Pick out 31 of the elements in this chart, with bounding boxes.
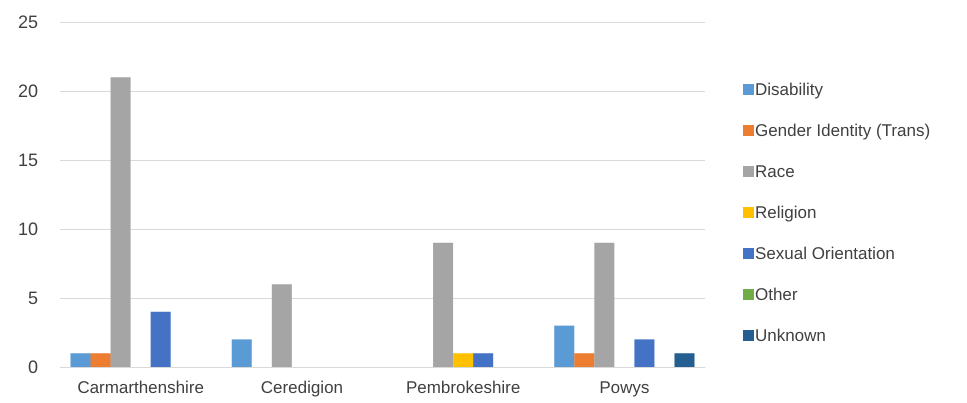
bar [433,242,454,367]
y-tick-label: 25 [18,12,38,32]
bar [473,353,494,367]
x-tick-label: Pembrokeshire [406,378,520,397]
x-tick-label: Ceredigion [260,378,343,397]
bar [594,242,614,367]
legend-label: Religion [755,203,816,222]
y-tick-label: 0 [28,357,38,377]
legend-label: Other [755,285,798,304]
legend-label: Race [755,162,795,181]
legend-label: Unknown [755,326,826,345]
bar [70,353,91,367]
y-tick-label: 5 [28,288,38,308]
bar [272,284,292,367]
legend-label: Sexual Orientation [755,244,895,263]
bar [574,353,594,367]
y-tick-label: 10 [18,219,38,239]
bar [90,353,111,367]
y-tick-label: 15 [18,150,38,170]
bar [110,77,131,367]
x-tick-label: Carmarthenshire [77,378,204,397]
x-tick-label: Powys [599,378,650,397]
bar [634,339,654,367]
bar [232,339,252,367]
y-tick-label: 20 [18,81,38,101]
bar [150,312,171,367]
bar [674,353,695,367]
legend-label: Disability [755,80,824,99]
bar [554,326,574,367]
bar [453,353,474,367]
legend-label: Gender Identity (Trans) [755,121,930,140]
